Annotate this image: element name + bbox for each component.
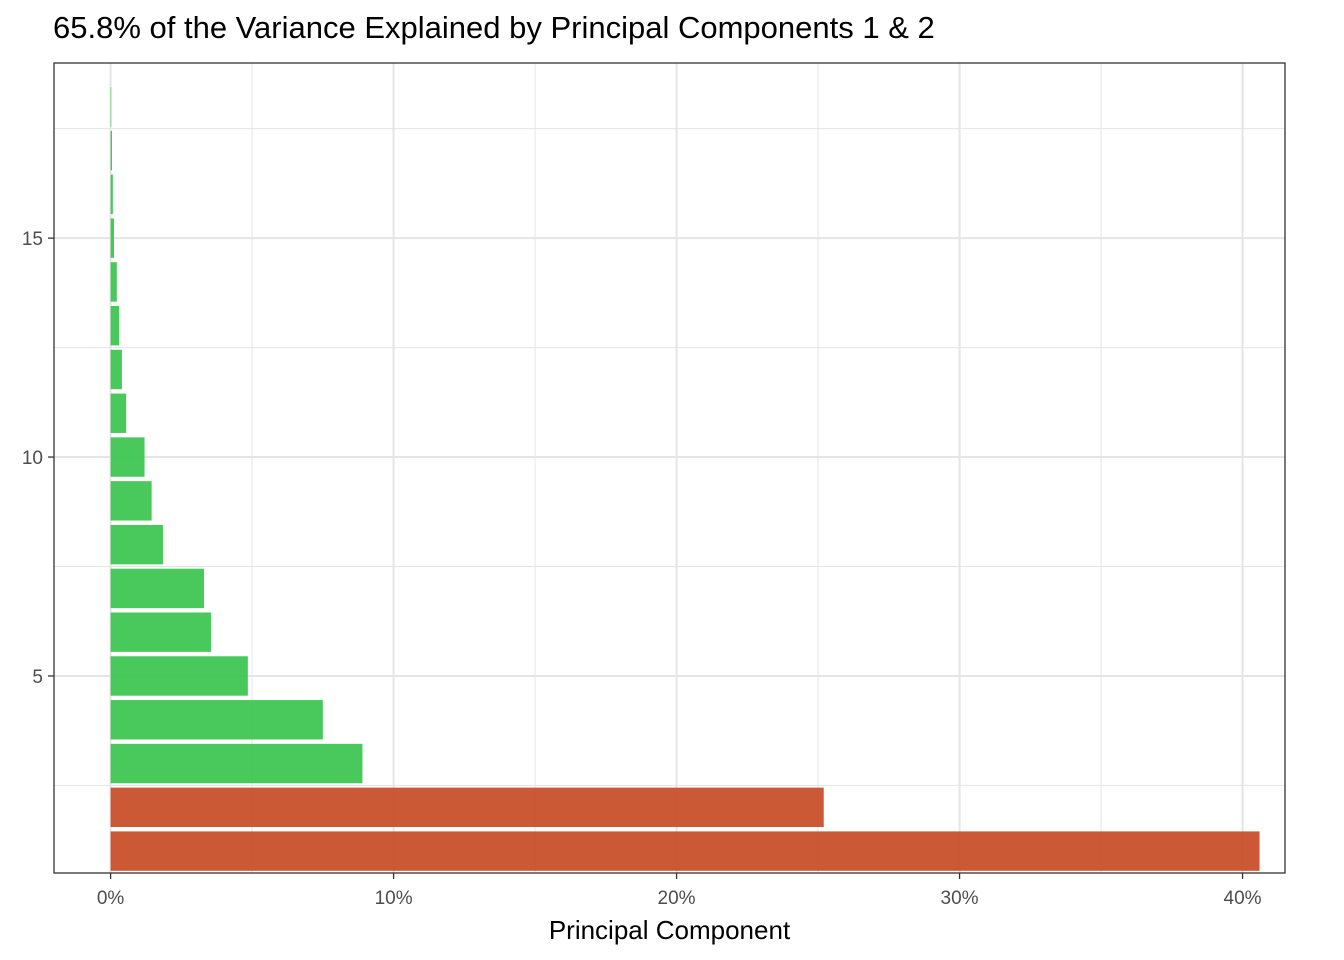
- bar-pc-13: [110, 306, 120, 346]
- bar-pc-4: [110, 700, 323, 740]
- x-tick-label: 20%: [658, 888, 696, 909]
- x-tick-label: 0%: [97, 888, 125, 909]
- x-tick-label: 10%: [375, 888, 413, 909]
- bar-pc-16: [110, 174, 113, 215]
- bar-pc-10: [110, 437, 145, 477]
- y-tick-label: 10: [22, 448, 43, 469]
- bar-pc-9: [110, 481, 152, 521]
- x-axis: 0% 10% 20% 30% 40%: [97, 873, 1262, 909]
- x-tick-label: 30%: [941, 888, 979, 909]
- bar-pc-1: [110, 831, 1260, 871]
- bar-pc-2: [110, 787, 824, 828]
- bar-pc-8: [110, 524, 163, 565]
- bar-pc-17: [110, 130, 113, 171]
- panel-border: [53, 62, 1286, 874]
- bar-pc-11: [110, 393, 127, 433]
- bar-pc-7: [110, 568, 204, 609]
- bar-pc-6: [110, 612, 212, 652]
- y-tick-label: 5: [32, 667, 43, 688]
- x-axis-title: Principal Component: [549, 915, 791, 945]
- y-tick-label: 15: [22, 229, 43, 250]
- y-axis: 5 10 15: [22, 229, 54, 688]
- bar-pc-18: [110, 87, 112, 127]
- bar-pc-12: [110, 349, 122, 390]
- bar-pc-5: [110, 656, 248, 696]
- x-tick-label: 40%: [1224, 888, 1262, 909]
- bar-layer: [110, 87, 1260, 871]
- chart-title: 65.8% of the Variance Explained by Princ…: [53, 10, 935, 45]
- bar-pc-15: [110, 218, 114, 258]
- bar-pc-3: [110, 743, 363, 784]
- bar-pc-14: [110, 262, 117, 302]
